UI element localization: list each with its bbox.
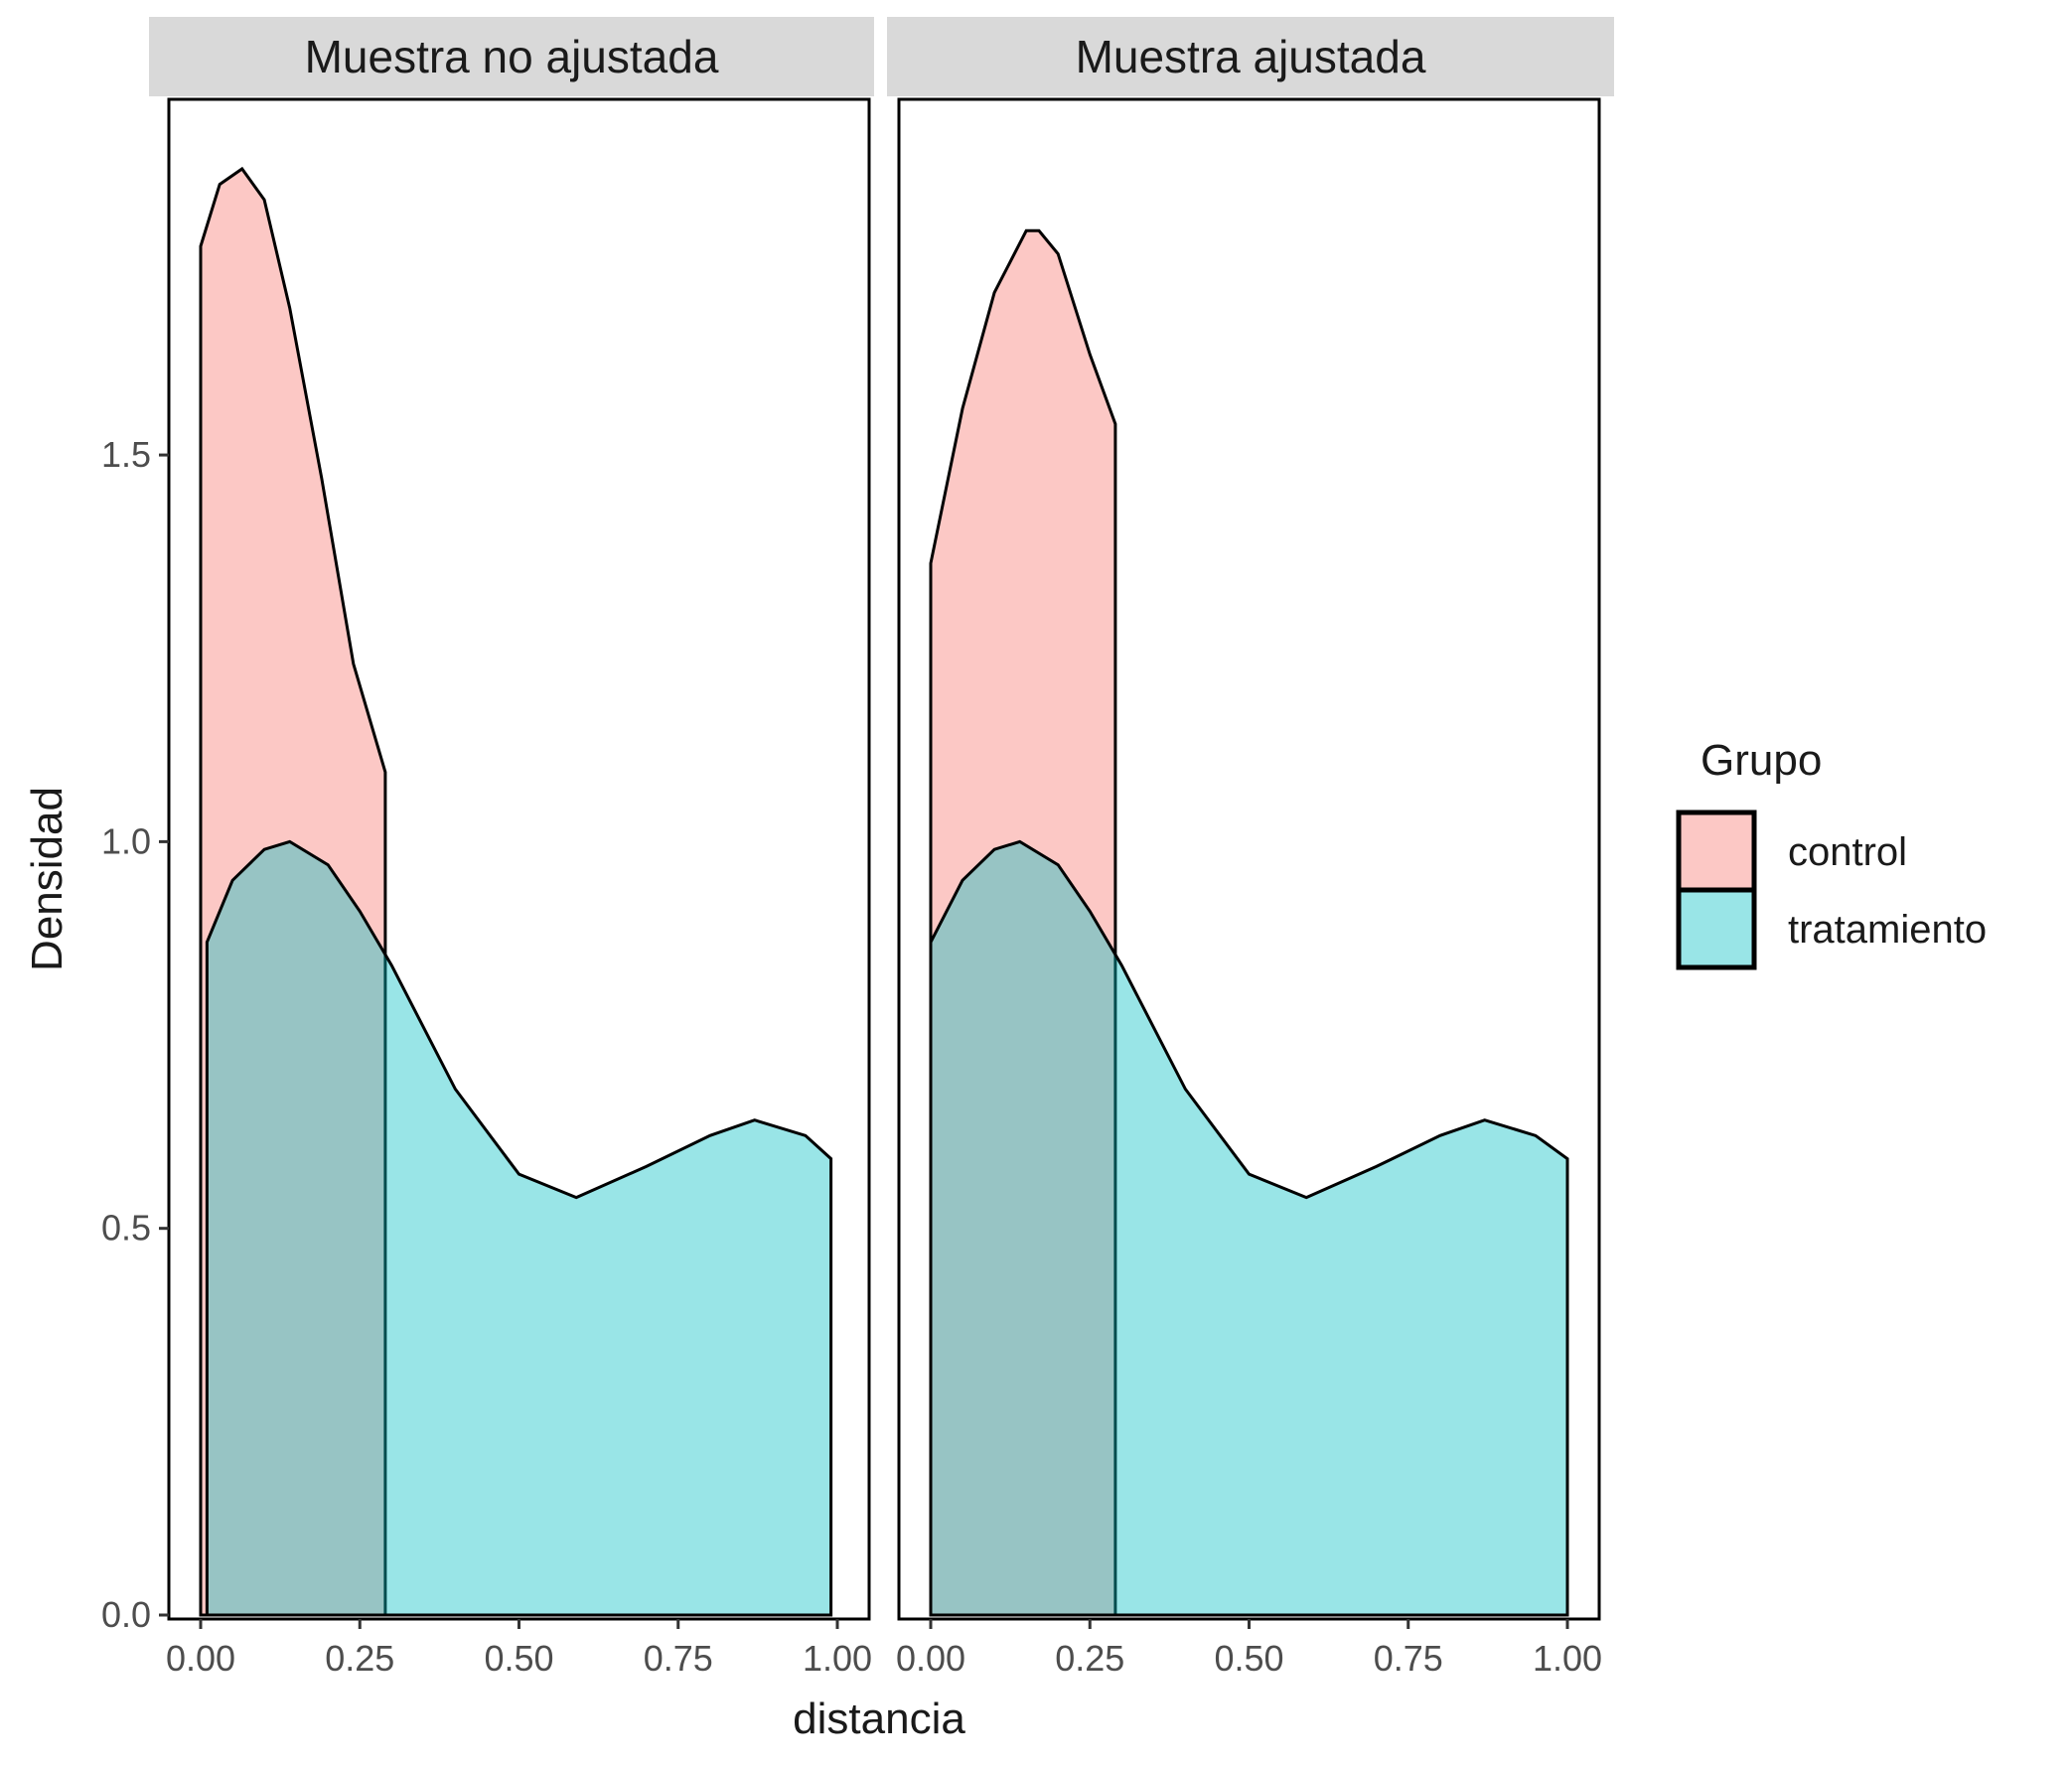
y-axis-title: Densidad: [23, 787, 72, 971]
y-tick-label: 1.5: [101, 434, 151, 475]
y-tick-label: 0.5: [101, 1208, 151, 1249]
x-tick-label: 0.00: [166, 1638, 235, 1679]
facet-strip-label: Muestra ajustada: [1076, 31, 1426, 82]
legend-key-bg: [1679, 890, 1754, 967]
legend: Grupo control tratamiento: [1676, 736, 1987, 970]
density-area-tratamiento: [205, 839, 833, 1617]
facet-strip: [149, 17, 874, 96]
x-tick-label: 0.50: [1214, 1638, 1283, 1679]
panel-2: Muestra ajustada 0.00 0.25 0.50 0.75 1.00: [887, 17, 1614, 1679]
facet-strip-label: Muestra no ajustada: [305, 31, 719, 82]
panel-1: Muestra no ajustada 0.00 0.25 0.50 0.75 1.00 0…: [101, 17, 874, 1679]
x-tick-label: 0.25: [1055, 1638, 1124, 1679]
x-tick-label: 0.25: [325, 1638, 394, 1679]
x-tick-label: 0.75: [644, 1638, 713, 1679]
legend-key-bg: [1679, 812, 1754, 890]
x-tick-label: 0.75: [1374, 1638, 1443, 1679]
legend-entries: control tratamiento: [1676, 810, 1987, 970]
y-tick-label: 0.0: [101, 1594, 151, 1635]
density-area-control: [199, 166, 387, 1617]
legend-label: tratamiento: [1788, 908, 1987, 952]
x-tick-label: 0.50: [484, 1638, 553, 1679]
y-tick-label: 1.0: [101, 820, 151, 861]
x-tick-label: 0.00: [896, 1638, 965, 1679]
legend-label: control: [1788, 830, 1907, 874]
x-tick-label: 1.00: [803, 1638, 872, 1679]
density-area-control: [929, 228, 1117, 1617]
legend-key-tratamiento: [1676, 887, 1757, 970]
legend-key-control: [1676, 810, 1757, 893]
panels-layer: Muestra no ajustada 0.00 0.25 0.50 0.75 1.00 0…: [101, 17, 1614, 1679]
x-axis-title: distancia: [793, 1694, 965, 1743]
legend-title: Grupo: [1701, 736, 1822, 785]
facet-strip: [887, 17, 1614, 96]
density-area-tratamiento: [929, 839, 1569, 1617]
x-tick-label: 1.00: [1533, 1638, 1602, 1679]
